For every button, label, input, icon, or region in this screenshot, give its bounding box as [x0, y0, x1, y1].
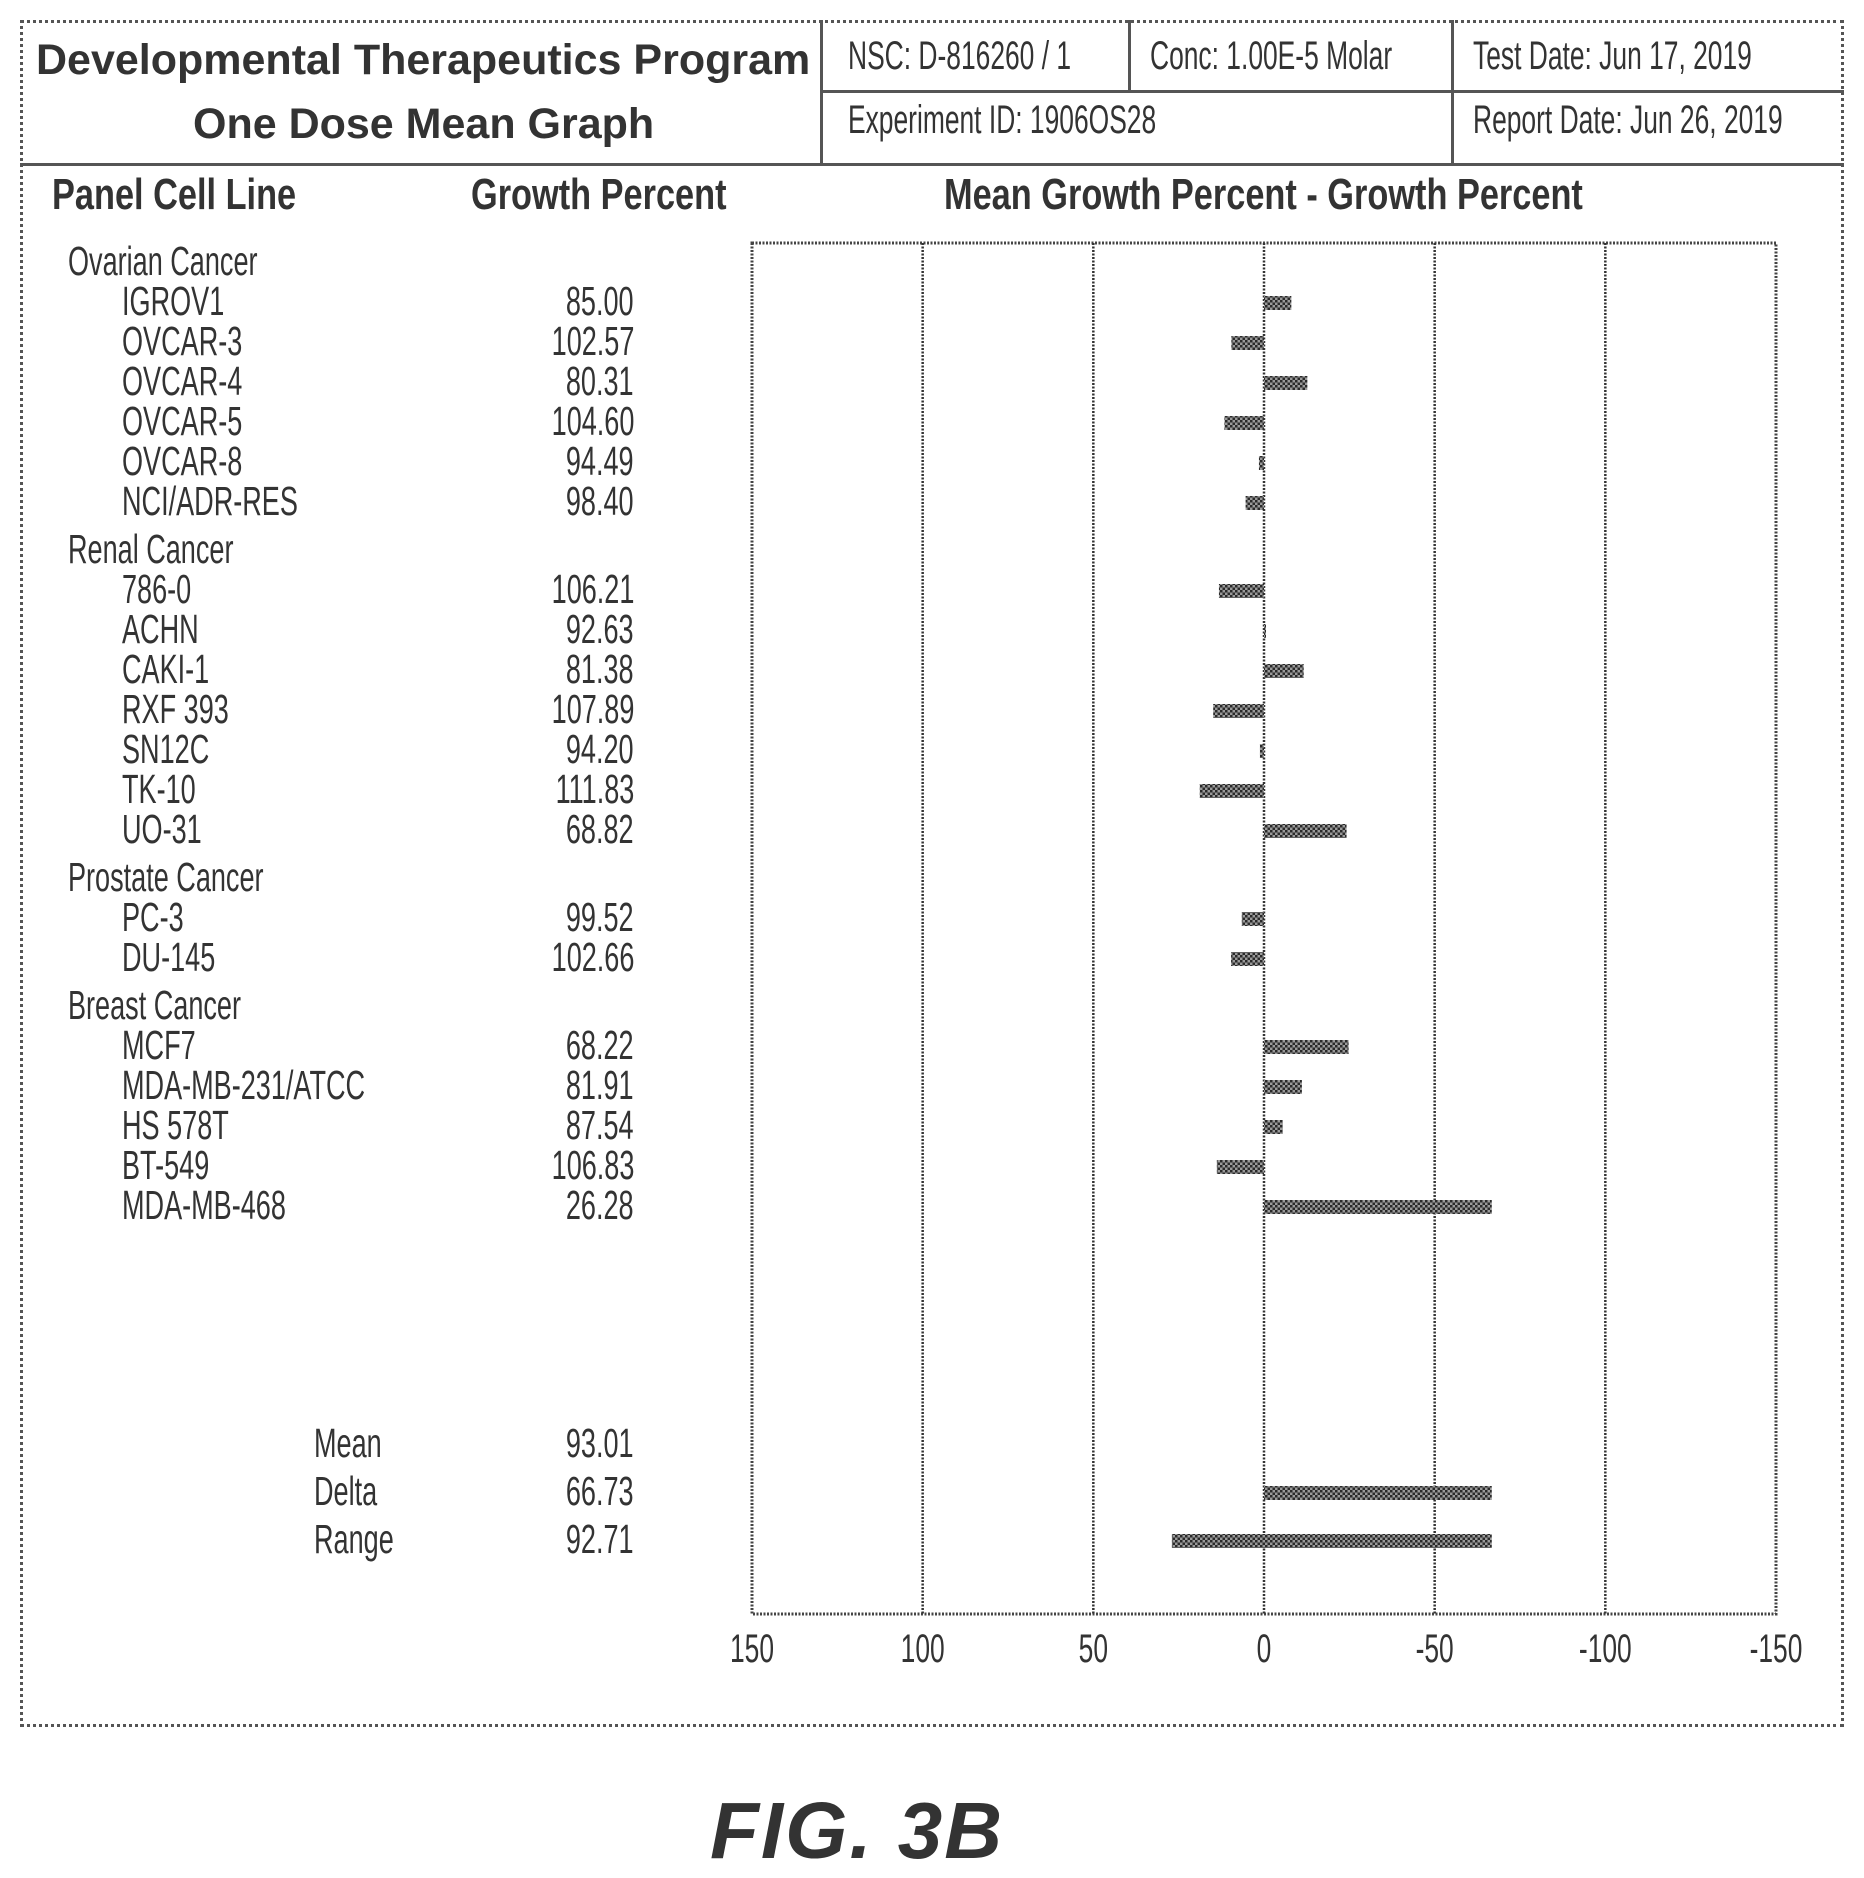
cell-line-name: BT-549 — [122, 1142, 210, 1188]
plot-area — [750, 241, 1778, 1616]
summary-bar — [1264, 1486, 1492, 1500]
figure-caption: FIG. 3B — [710, 1786, 1005, 1875]
growth-bar — [1199, 784, 1264, 798]
growth-value: 87.54 — [566, 1102, 634, 1148]
summary-bar — [1171, 1534, 1492, 1548]
chart-title: Mean Growth Percent - Growth Percent — [944, 170, 1583, 219]
growth-value: 94.49 — [566, 438, 634, 484]
conc-label: Conc: 1.00E-5 Molar — [1150, 34, 1393, 78]
x-tick-label: 100 — [901, 1627, 945, 1672]
growth-bar — [1218, 584, 1264, 598]
header-col-divider-2 — [1128, 20, 1131, 92]
nsc-label: NSC: D-816260 / 1 — [848, 34, 1072, 78]
growth-value: 68.82 — [566, 806, 634, 852]
experiment-id: Experiment ID: 1906OS28 — [848, 98, 1157, 142]
growth-bar — [1264, 376, 1308, 390]
report-date: Report Date: Jun 26, 2019 — [1473, 98, 1783, 142]
growth-value: 111.83 — [555, 766, 634, 812]
cell-line-name: MDA-MB-231/ATCC — [122, 1062, 366, 1108]
report-frame — [20, 20, 1844, 1727]
growth-bar — [1264, 296, 1292, 310]
growth-value: 102.66 — [551, 934, 634, 980]
growth-value: 81.38 — [566, 646, 634, 692]
growth-bar — [1264, 1120, 1283, 1134]
growth-percent-header: Growth Percent — [471, 170, 727, 219]
growth-value: 26.28 — [566, 1182, 634, 1228]
panel-cell-line-header: Panel Cell Line — [52, 170, 297, 219]
growth-value: 98.40 — [566, 478, 634, 524]
cell-line-name: CAKI-1 — [122, 646, 210, 692]
x-tick-label: 0 — [1257, 1627, 1272, 1672]
growth-bar — [1264, 1200, 1492, 1214]
growth-bar — [1264, 624, 1266, 638]
x-tick-label: -100 — [1579, 1627, 1632, 1672]
growth-bar — [1264, 1080, 1302, 1094]
x-tick-label: -150 — [1750, 1627, 1803, 1672]
panel-label: Ovarian Cancer — [68, 238, 258, 284]
growth-bar — [1259, 744, 1264, 758]
cell-line-name: ACHN — [122, 606, 199, 652]
cell-line-name: UO-31 — [122, 806, 202, 852]
cell-line-name: MDA-MB-468 — [122, 1182, 286, 1228]
panel-label: Breast Cancer — [68, 982, 241, 1028]
growth-bar — [1264, 1040, 1349, 1054]
cell-line-name: RXF 393 — [122, 686, 229, 732]
cell-line-name: HS 578T — [122, 1102, 229, 1148]
program-title: Developmental Therapeutics Program — [36, 36, 811, 84]
growth-value: 92.63 — [566, 606, 634, 652]
growth-value: 68.22 — [566, 1022, 634, 1068]
cell-line-name: OVCAR-5 — [122, 398, 243, 444]
cell-line-name: OVCAR-3 — [122, 318, 243, 364]
cell-line-name: OVCAR-4 — [122, 358, 243, 404]
growth-bar — [1245, 496, 1264, 510]
summary-label: Range — [314, 1516, 394, 1562]
growth-bar — [1231, 336, 1264, 350]
summary-value: 92.71 — [566, 1516, 634, 1562]
graph-title: One Dose Mean Graph — [193, 100, 655, 148]
growth-bar — [1224, 416, 1264, 430]
cell-line-name: NCI/ADR-RES — [122, 478, 298, 524]
growth-value: 85.00 — [566, 278, 634, 324]
growth-bar — [1264, 664, 1304, 678]
growth-bar — [1216, 1160, 1264, 1174]
growth-value: 107.89 — [551, 686, 634, 732]
cell-line-name: 786-0 — [122, 566, 192, 612]
growth-bar — [1213, 704, 1264, 718]
growth-value: 94.20 — [566, 726, 634, 772]
growth-bar — [1231, 952, 1264, 966]
panel-label: Renal Cancer — [68, 526, 234, 572]
x-tick-label: 150 — [730, 1627, 774, 1672]
growth-value: 81.91 — [566, 1062, 634, 1108]
cell-line-name: DU-145 — [122, 934, 216, 980]
summary-label: Delta — [314, 1468, 378, 1514]
cell-line-name: IGROV1 — [122, 278, 225, 324]
cell-line-name: MCF7 — [122, 1022, 196, 1068]
growth-bar — [1258, 456, 1264, 470]
growth-value: 80.31 — [566, 358, 634, 404]
summary-label: Mean — [314, 1420, 382, 1466]
x-tick-label: -50 — [1416, 1627, 1454, 1672]
cell-line-name: SN12C — [122, 726, 210, 772]
summary-value: 66.73 — [566, 1468, 634, 1514]
growth-value: 102.57 — [551, 318, 634, 364]
growth-value: 99.52 — [566, 894, 634, 940]
header-divider — [20, 163, 1844, 166]
summary-value: 93.01 — [566, 1420, 634, 1466]
test-date: Test Date: Jun 17, 2019 — [1473, 34, 1752, 78]
header-row-divider — [820, 90, 1844, 93]
growth-value: 106.83 — [551, 1142, 634, 1188]
growth-bar — [1264, 824, 1347, 838]
cell-line-name: PC-3 — [122, 894, 184, 940]
growth-bar — [1241, 912, 1264, 926]
x-tick-label: 50 — [1079, 1627, 1108, 1672]
cell-line-name: OVCAR-8 — [122, 438, 243, 484]
growth-value: 104.60 — [551, 398, 634, 444]
growth-value: 106.21 — [551, 566, 634, 612]
panel-label: Prostate Cancer — [68, 854, 264, 900]
cell-line-name: TK-10 — [122, 766, 196, 812]
